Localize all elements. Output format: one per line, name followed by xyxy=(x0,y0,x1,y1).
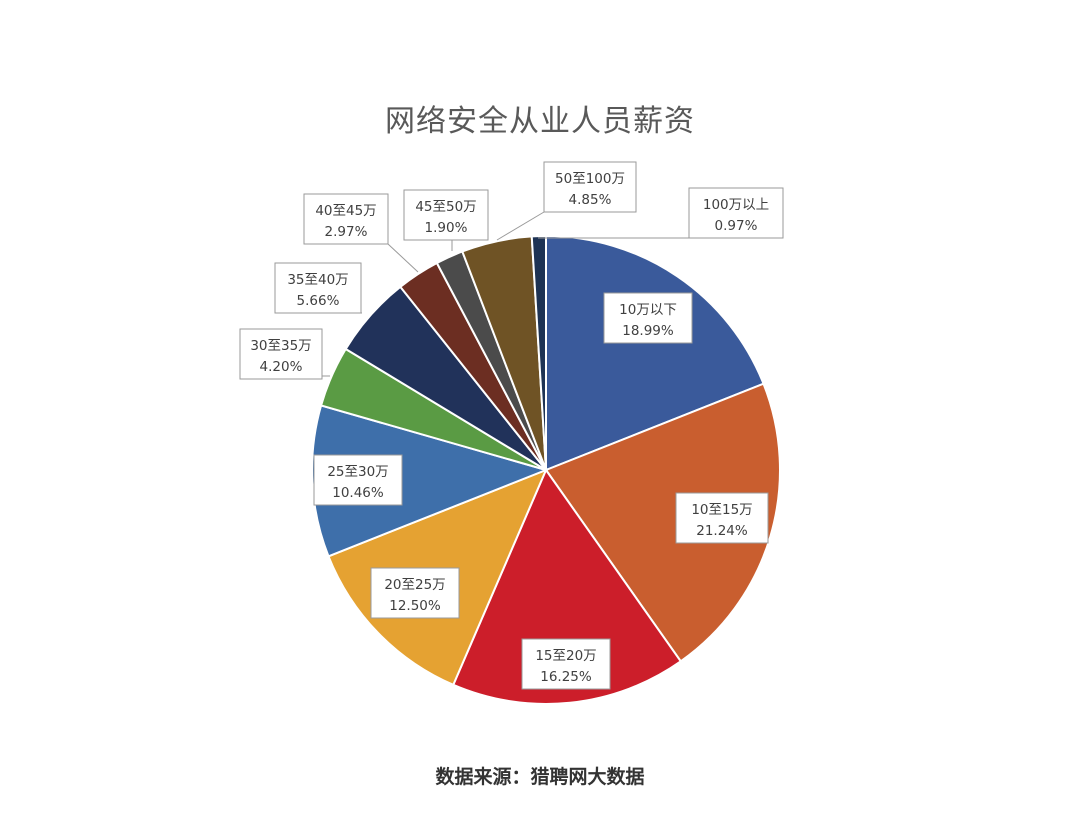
slice-value-label: 1.90% xyxy=(425,220,468,236)
leader-line xyxy=(496,211,545,241)
slice-value-label: 5.66% xyxy=(297,293,340,309)
slice-label: 45至50万 1.90% xyxy=(403,189,489,251)
slice-category-label: 25至30万 xyxy=(327,464,388,480)
label-box xyxy=(688,187,784,239)
label-box xyxy=(313,454,403,506)
slice-category-label: 15至20万 xyxy=(535,648,596,664)
pie-slice xyxy=(530,234,547,471)
label-box xyxy=(603,292,693,344)
pie-slice xyxy=(311,404,550,558)
label-box xyxy=(303,193,389,245)
slice-label: 10万以下 18.99% xyxy=(603,292,693,344)
slice-label: 25至30万 10.46% xyxy=(313,454,403,506)
slice-category-label: 20至25万 xyxy=(384,577,445,593)
source-note: 数据来源：猎聘网大数据 xyxy=(435,766,645,788)
slice-label: 50至100万 4.85% xyxy=(496,161,637,241)
pie-slice xyxy=(544,382,781,663)
slice-label: 20至25万 12.50% xyxy=(370,567,460,619)
slice-value-label: 12.50% xyxy=(389,598,441,614)
slice-label: 15至20万 16.25% xyxy=(521,638,611,690)
slice-category-label: 40至45万 xyxy=(315,203,376,219)
slice-category-label: 35至40万 xyxy=(287,272,348,288)
slice-label: 10至15万 21.24% xyxy=(675,492,769,544)
slice-label: 35至40万 5.66% xyxy=(274,262,362,314)
slice-category-label: 30至35万 xyxy=(250,338,311,354)
label-box xyxy=(403,189,489,241)
leader-line xyxy=(387,243,419,273)
slice-value-label: 2.97% xyxy=(325,224,368,240)
label-box xyxy=(370,567,460,619)
slice-category-label: 10至15万 xyxy=(691,502,752,518)
pie-slice xyxy=(451,467,683,705)
label-box xyxy=(239,328,323,380)
slice-value-label: 18.99% xyxy=(622,323,674,339)
label-box xyxy=(274,262,362,314)
chart-title: 网络安全从业人员薪资 xyxy=(385,104,695,139)
slice-label: 40至45万 2.97% xyxy=(303,193,419,273)
slice-value-label: 4.20% xyxy=(260,359,303,375)
slice-value-label: 21.24% xyxy=(696,523,748,539)
label-box xyxy=(543,161,637,213)
slice-category-label: 10万以下 xyxy=(619,302,677,318)
slice-value-label: 16.25% xyxy=(540,669,592,685)
slice-value-label: 0.97% xyxy=(715,218,758,234)
slice-value-label: 4.85% xyxy=(569,192,612,208)
slice-label: 100万以上 0.97% xyxy=(538,187,784,239)
slice-category-label: 45至50万 xyxy=(415,199,476,215)
label-box xyxy=(521,638,611,690)
label-box xyxy=(675,492,769,544)
slice-category-label: 50至100万 xyxy=(555,171,625,187)
slice-label: 30至35万 4.20% xyxy=(239,328,330,380)
slice-category-label: 100万以上 xyxy=(703,197,769,213)
slice-value-label: 10.46% xyxy=(332,485,384,501)
